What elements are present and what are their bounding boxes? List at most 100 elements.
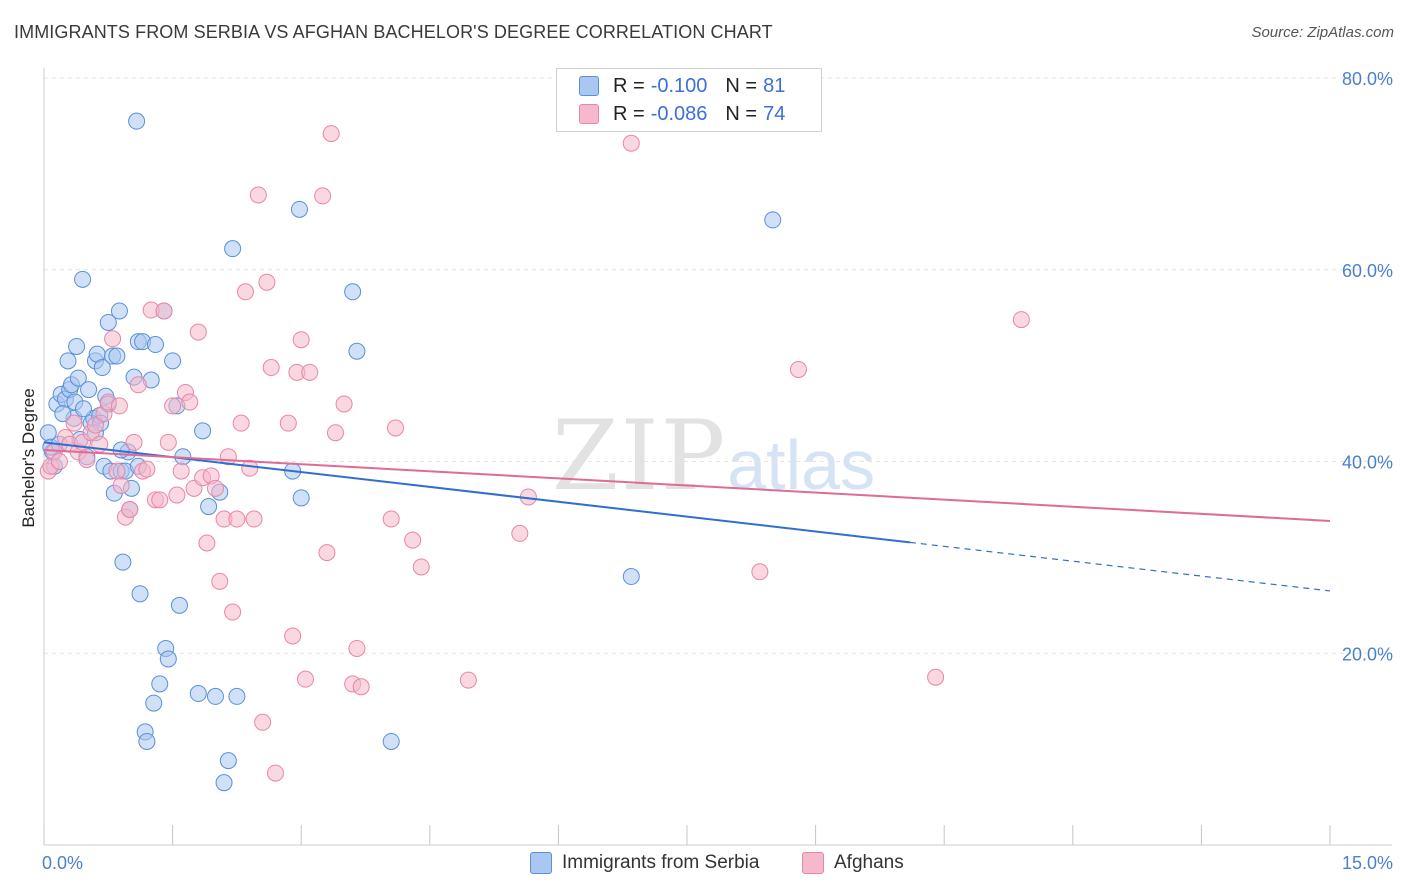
legend-r-label: R =: [613, 74, 645, 97]
point-afghans: [108, 462, 126, 480]
legend-row-serbia: R = -0.100 N = 81: [579, 74, 785, 98]
point-afghans: [65, 414, 83, 432]
trend-line-serbia-dashed: [909, 541, 1331, 592]
point-afghans: [318, 544, 336, 562]
point-serbia: [348, 342, 366, 360]
point-serbia: [219, 752, 237, 770]
point-afghans: [155, 302, 173, 320]
x-tick-label: 15.0%: [1342, 853, 1393, 873]
legend-row-afghans: R = -0.086 N = 74: [579, 102, 785, 126]
point-serbia: [80, 381, 98, 399]
tick-labels: 20.0% 40.0% 60.0% 80.0% 0.0% 15.0% Bachelor's …: [19, 69, 1393, 873]
point-afghans: [322, 125, 340, 143]
watermark: ZIPatlas: [552, 400, 875, 512]
bottom-legend-label-afghans: Afghans: [834, 852, 904, 873]
series-serbia-points: [39, 112, 782, 792]
y-tick-label: 40.0%: [1342, 453, 1393, 473]
point-afghans: [198, 534, 216, 552]
point-serbia: [292, 489, 310, 507]
point-afghans: [301, 363, 319, 381]
point-serbia: [68, 337, 86, 355]
point-afghans: [404, 531, 422, 549]
chart-title: IMMIGRANTS FROM SERBIA VS AFGHAN BACHELO…: [14, 22, 773, 42]
point-serbia: [69, 369, 87, 387]
point-serbia: [215, 774, 233, 792]
y-tick-label: 80.0%: [1342, 69, 1393, 89]
axes: [43, 68, 1392, 846]
stats-legend: R = -0.100 N = 81 R = -0.086 N = 74: [556, 68, 822, 132]
point-serbia: [170, 596, 188, 614]
point-afghans: [125, 433, 143, 451]
point-afghans: [927, 668, 945, 686]
point-serbia: [764, 211, 782, 229]
point-serbia: [74, 400, 92, 418]
point-serbia: [145, 694, 163, 712]
series-afghans-points: [39, 125, 1030, 782]
point-serbia: [151, 675, 169, 693]
point-serbia: [131, 585, 149, 603]
point-afghans: [151, 491, 169, 509]
point-afghans: [172, 462, 190, 480]
legend-n-label: N =: [725, 74, 758, 97]
legend-r-value: -0.100: [650, 74, 708, 97]
point-serbia: [110, 302, 128, 320]
y-axis-label: Bachelor's Degree: [19, 388, 38, 527]
point-serbia: [59, 352, 77, 370]
grid-lines: [44, 77, 1392, 654]
point-afghans: [266, 764, 284, 782]
point-serbia: [228, 687, 246, 705]
point-afghans: [387, 419, 405, 437]
point-serbia: [382, 732, 400, 750]
point-afghans: [296, 670, 314, 688]
point-serbia: [164, 352, 182, 370]
point-afghans: [335, 395, 353, 413]
point-afghans: [159, 433, 177, 451]
point-afghans: [249, 186, 267, 204]
point-serbia: [93, 359, 111, 377]
point-afghans: [228, 510, 246, 528]
point-afghans: [258, 273, 276, 291]
bottom-legend-serbia: Immigrants from Serbia: [530, 852, 759, 874]
point-serbia: [344, 283, 362, 301]
point-afghans: [459, 671, 477, 689]
legend-r-label: R =: [613, 102, 645, 125]
point-afghans: [292, 331, 310, 349]
point-serbia: [622, 568, 640, 586]
legend-swatch-afghans: [579, 104, 599, 124]
point-afghans: [412, 558, 430, 576]
point-afghans: [314, 187, 332, 205]
point-afghans: [232, 414, 250, 432]
point-afghans: [262, 359, 280, 377]
point-serbia: [146, 336, 164, 354]
point-serbia: [99, 313, 117, 331]
point-serbia: [74, 270, 92, 288]
point-afghans: [138, 460, 156, 478]
point-afghans: [241, 459, 259, 477]
point-afghans: [326, 424, 344, 442]
point-afghans: [50, 453, 68, 470]
bottom-legend-swatch-afghans: [802, 852, 824, 874]
source-label: Source: ZipAtlas.com: [1251, 24, 1394, 41]
watermark-zip: ZIP: [552, 400, 728, 512]
bottom-legend-swatch-serbia: [530, 852, 552, 874]
x-tick-label: 0.0%: [42, 853, 83, 873]
y-tick-label: 60.0%: [1342, 261, 1393, 281]
point-serbia: [114, 553, 132, 571]
point-afghans: [86, 416, 104, 434]
trend-line-afghans: [43, 448, 1331, 522]
legend-n-value: 81: [763, 74, 786, 97]
point-afghans: [78, 451, 96, 469]
legend-n-label: N =: [725, 102, 758, 125]
point-serbia: [138, 732, 156, 750]
point-afghans: [129, 376, 147, 394]
point-serbia: [200, 498, 218, 516]
point-afghans: [789, 360, 807, 378]
point-afghans: [236, 283, 254, 301]
point-afghans: [279, 414, 297, 432]
legend-n-value: 74: [763, 102, 786, 125]
point-afghans: [121, 500, 139, 518]
point-afghans: [622, 134, 640, 152]
point-afghans: [348, 639, 366, 657]
point-afghans: [1012, 311, 1030, 329]
